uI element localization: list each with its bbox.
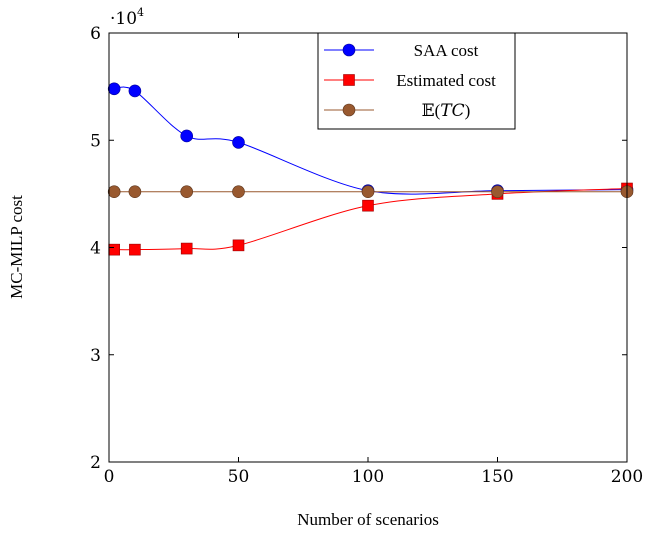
data-point	[361, 185, 375, 199]
data-point	[362, 199, 374, 212]
legend-item: SAA cost	[324, 41, 479, 60]
legend-marker	[342, 43, 356, 57]
legend: SAA cost Estimated cost 𝔼(TC)	[317, 32, 516, 130]
legend-item: 𝔼(TC)	[324, 101, 470, 121]
data-point	[232, 239, 245, 252]
series-2	[107, 185, 634, 199]
data-point	[128, 84, 142, 98]
data-point	[108, 243, 120, 256]
data-point	[180, 129, 193, 143]
y-axis-label: MC-MILP cost	[7, 195, 26, 299]
series-line	[114, 86, 628, 195]
data-point	[107, 185, 121, 199]
y-tick-label: 2	[90, 453, 101, 473]
ticks-layer: 0 50 100 150 200 2 3 4 5 6	[90, 24, 643, 487]
y-tick-label: 6	[90, 24, 101, 44]
data-point	[232, 136, 245, 149]
legend-marker	[343, 74, 355, 86]
data-point	[129, 243, 141, 256]
legend-label: SAA cost	[414, 41, 479, 60]
x-tick-label: 100	[352, 467, 384, 487]
y-multiplier: ·104	[110, 6, 144, 29]
y-tick-label: 4	[90, 239, 101, 259]
data-point	[232, 185, 245, 199]
x-axis-label: Number of scenarios	[297, 510, 439, 529]
series-line	[114, 188, 628, 251]
legend-label: 𝔼(TC)	[422, 101, 471, 121]
data-point	[107, 82, 121, 96]
series-layer	[107, 82, 634, 256]
x-tick-label: 0	[104, 467, 115, 487]
legend-item: Estimated cost	[324, 71, 496, 90]
data-point	[180, 242, 193, 255]
y-tick-label: 3	[90, 346, 101, 366]
legend-marker	[342, 103, 356, 117]
legend-label: Estimated cost	[396, 71, 496, 90]
x-tick-label: 150	[481, 467, 513, 487]
data-point	[128, 185, 142, 199]
x-tick-label: 200	[611, 467, 643, 487]
data-point	[180, 185, 193, 199]
x-tick-label: 50	[228, 467, 250, 487]
data-point	[491, 185, 504, 199]
y-tick-label: 5	[90, 131, 101, 151]
